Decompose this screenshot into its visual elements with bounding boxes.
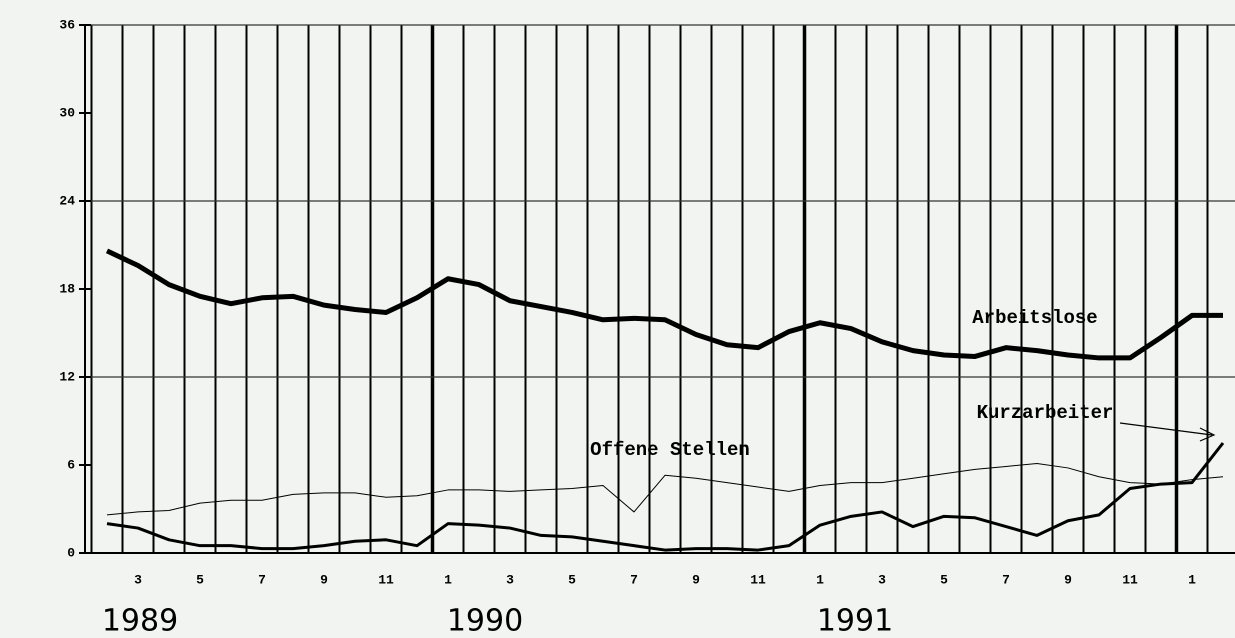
x-tick-label: 1 bbox=[1188, 572, 1196, 587]
series-line bbox=[106, 442, 1225, 552]
x-tick-label: 5 bbox=[568, 572, 576, 587]
x-tick-label: 7 bbox=[630, 572, 638, 587]
x-tick-label: 11 bbox=[750, 572, 766, 587]
x-tick-label: 1 bbox=[444, 572, 452, 587]
x-tick-label: 11 bbox=[1122, 572, 1138, 587]
arrow bbox=[1119, 422, 1216, 442]
x-tick-label: 7 bbox=[258, 572, 266, 587]
x-tick-label: 1 bbox=[816, 572, 824, 587]
year-label: 1990 bbox=[447, 604, 523, 638]
y-tick-label: 18 bbox=[59, 281, 75, 296]
series-line bbox=[106, 463, 1224, 516]
y-tick-label: 24 bbox=[59, 193, 75, 208]
year-label: 1989 bbox=[102, 604, 178, 638]
x-tick-label: 7 bbox=[1002, 572, 1010, 587]
y-tick-label: 12 bbox=[59, 369, 75, 384]
x-tick-label: 9 bbox=[1064, 572, 1072, 587]
x-tick-label: 9 bbox=[320, 572, 328, 587]
x-tick-label: 11 bbox=[378, 572, 394, 587]
year-label: 1991 bbox=[817, 604, 893, 638]
x-tick-label: 5 bbox=[196, 572, 204, 587]
y-tick-label: 6 bbox=[67, 457, 75, 472]
x-tick-label: 9 bbox=[692, 572, 700, 587]
x-tick-label: 3 bbox=[134, 572, 142, 587]
series-label: Offene Stellen bbox=[590, 439, 750, 461]
x-tick-label: 5 bbox=[940, 572, 948, 587]
series-label: Arbeitslose bbox=[972, 307, 1097, 329]
series-line bbox=[105, 248, 1223, 361]
x-tick-label: 3 bbox=[878, 572, 886, 587]
series-label: Kurzarbeiter bbox=[977, 402, 1114, 424]
y-tick-label: 36 bbox=[59, 17, 75, 32]
y-tick-label: 30 bbox=[59, 105, 75, 120]
y-tick-label: 0 bbox=[67, 545, 75, 560]
x-tick-label: 3 bbox=[506, 572, 514, 587]
